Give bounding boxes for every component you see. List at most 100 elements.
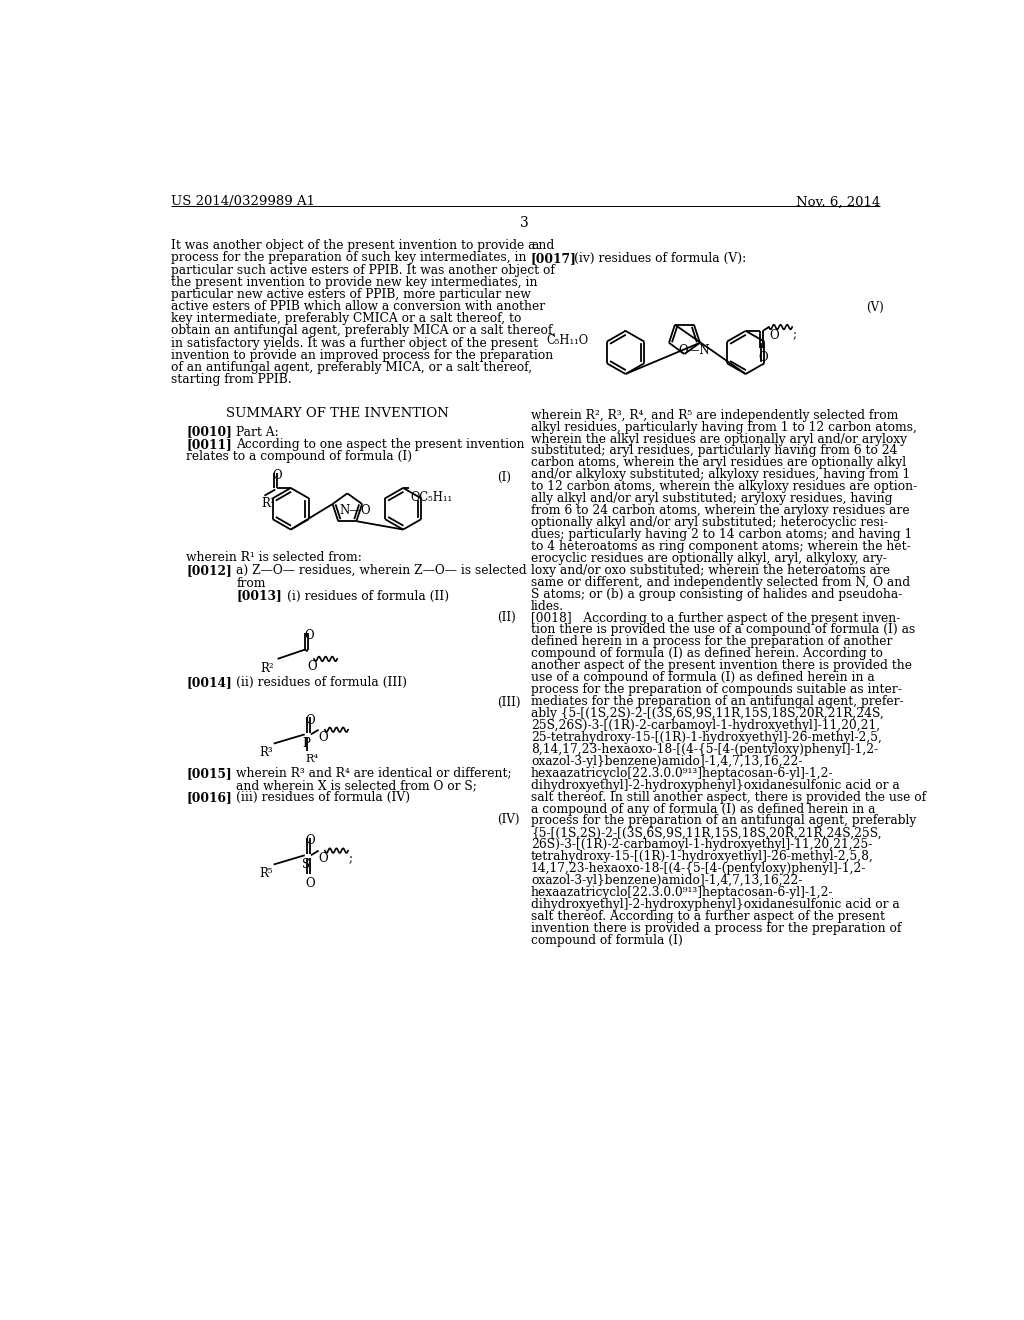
Text: wherein R¹ is selected from:: wherein R¹ is selected from: <box>186 552 362 564</box>
Text: {5-[(1S,2S)-2-[(3S,6S,9S,11R,15S,18S,20R,21R,24S,25S,: {5-[(1S,2S)-2-[(3S,6S,9S,11R,15S,18S,20R… <box>531 826 882 840</box>
Text: oxazol-3-yl}benzene)amido]-1,4,7,13,16,22-: oxazol-3-yl}benzene)amido]-1,4,7,13,16,2… <box>531 874 803 887</box>
Text: tetrahydroxy-15-[(1R)-1-hydroxyethyl]-26-methyl-2,5,8,: tetrahydroxy-15-[(1R)-1-hydroxyethyl]-26… <box>531 850 873 863</box>
Text: O: O <box>305 876 315 890</box>
Text: carbon atoms, wherein the aryl residues are optionally alkyl: carbon atoms, wherein the aryl residues … <box>531 457 906 470</box>
Text: process for the preparation of an antifungal agent, preferably: process for the preparation of an antifu… <box>531 814 916 828</box>
Text: salt thereof. According to a further aspect of the present: salt thereof. According to a further asp… <box>531 909 885 923</box>
Text: According to one aspect the present invention: According to one aspect the present inve… <box>237 438 525 451</box>
Text: erocyclic residues are optionally alkyl, aryl, alkyloxy, ary-: erocyclic residues are optionally alkyl,… <box>531 552 887 565</box>
Text: Nov. 6, 2014: Nov. 6, 2014 <box>796 195 880 209</box>
Text: OC₅H₁₁: OC₅H₁₁ <box>410 491 453 504</box>
Text: R¹: R¹ <box>261 498 274 511</box>
Text: obtain an antifungal agent, preferably MICA or a salt thereof,: obtain an antifungal agent, preferably M… <box>171 325 555 338</box>
Text: dues; particularly having 2 to 14 carbon atoms; and having 1: dues; particularly having 2 to 14 carbon… <box>531 528 912 541</box>
Text: starting from PPIB.: starting from PPIB. <box>171 374 291 385</box>
Text: relates to a compound of formula (I): relates to a compound of formula (I) <box>186 450 413 463</box>
Text: R²: R² <box>260 663 274 675</box>
Text: [0012]: [0012] <box>186 564 231 577</box>
Text: and: and <box>531 239 554 252</box>
Text: [0010]: [0010] <box>186 425 232 438</box>
Text: wherein the alkyl residues are optionally aryl and/or aryloxy: wherein the alkyl residues are optionall… <box>531 433 907 446</box>
Text: O: O <box>305 834 315 847</box>
Text: a) Z—O— residues, wherein Z—O— is selected: a) Z—O— residues, wherein Z—O— is select… <box>237 564 527 577</box>
Text: Part A:: Part A: <box>237 425 280 438</box>
Text: SUMMARY OF THE INVENTION: SUMMARY OF THE INVENTION <box>226 407 449 420</box>
Text: O: O <box>307 660 316 673</box>
Text: defined herein in a process for the preparation of another: defined herein in a process for the prep… <box>531 635 892 648</box>
Text: ally alkyl and/or aryl substituted; aryloxy residues, having: ally alkyl and/or aryl substituted; aryl… <box>531 492 893 506</box>
Text: and/or alkyloxy substituted; alkyloxy residues, having from 1: and/or alkyloxy substituted; alkyloxy re… <box>531 469 910 482</box>
Text: wherein R², R³, R⁴, and R⁵ are independently selected from: wherein R², R³, R⁴, and R⁵ are independe… <box>531 409 898 421</box>
Text: wherein R³ and R⁴ are identical or different;: wherein R³ and R⁴ are identical or diffe… <box>237 767 512 780</box>
Text: US 2014/0329989 A1: US 2014/0329989 A1 <box>171 195 314 209</box>
Text: ;: ; <box>349 853 353 865</box>
Text: O: O <box>305 714 315 726</box>
Text: [0011]: [0011] <box>186 438 231 451</box>
Text: R³: R³ <box>260 746 273 759</box>
Text: hexaazatricyclo[22.3.0.0⁹¹³]heptacosan-6-yl]-1,2-: hexaazatricyclo[22.3.0.0⁹¹³]heptacosan-6… <box>531 886 834 899</box>
Text: optionally alkyl and/or aryl substituted; heterocyclic resi-: optionally alkyl and/or aryl substituted… <box>531 516 888 529</box>
Text: ably {5-[(1S,2S)-2-[(3S,6S,9S,11R,15S,18S,20R,21R,24S,: ably {5-[(1S,2S)-2-[(3S,6S,9S,11R,15S,18… <box>531 708 884 719</box>
Text: (ii) residues of formula (III): (ii) residues of formula (III) <box>237 676 408 689</box>
Text: [0014]: [0014] <box>186 676 231 689</box>
Text: [0018]   According to a further aspect of the present inven-: [0018] According to a further aspect of … <box>531 611 900 624</box>
Text: particular such active esters of PPIB. It was another object of: particular such active esters of PPIB. I… <box>171 264 555 277</box>
Text: [0015]: [0015] <box>186 767 231 780</box>
Text: S atoms; or (b) a group consisting of halides and pseudoha-: S atoms; or (b) a group consisting of ha… <box>531 587 902 601</box>
Text: [0013]: [0013] <box>237 590 283 603</box>
Text: of an antifungal agent, preferably MICA, or a salt thereof,: of an antifungal agent, preferably MICA,… <box>171 360 531 374</box>
Text: S: S <box>302 858 310 871</box>
Text: to 12 carbon atoms, wherein the alkyloxy residues are option-: to 12 carbon atoms, wherein the alkyloxy… <box>531 480 918 494</box>
Text: compound of formula (I): compound of formula (I) <box>531 933 683 946</box>
Text: R⁴: R⁴ <box>305 755 318 764</box>
Text: to 4 heteroatoms as ring component atoms; wherein the het-: to 4 heteroatoms as ring component atoms… <box>531 540 910 553</box>
Text: key intermediate, preferably CMICA or a salt thereof, to: key intermediate, preferably CMICA or a … <box>171 313 521 325</box>
Text: 26S)-3-[(1R)-2-carbamoyl-1-hydroxyethyl]-11,20,21,25-: 26S)-3-[(1R)-2-carbamoyl-1-hydroxyethyl]… <box>531 838 872 851</box>
Text: oxazol-3-yl}benzene)amido]-1,4,7,13,16,22-: oxazol-3-yl}benzene)amido]-1,4,7,13,16,2… <box>531 755 803 768</box>
Text: a compound of any of formula (I) as defined herein in a: a compound of any of formula (I) as defi… <box>531 803 876 816</box>
Text: (iii) residues of formula (IV): (iii) residues of formula (IV) <box>237 792 411 804</box>
Text: O: O <box>318 731 329 744</box>
Text: O: O <box>769 329 778 342</box>
Text: salt thereof. In still another aspect, there is provided the use of: salt thereof. In still another aspect, t… <box>531 791 926 804</box>
Text: (III): (III) <box>497 696 520 709</box>
Text: O: O <box>318 853 329 865</box>
Text: and wherein X is selected from O or S;: and wherein X is selected from O or S; <box>237 779 477 792</box>
Text: N—O: N—O <box>340 504 372 517</box>
Text: 25S,26S)-3-[(1R)-2-carbamoyl-1-hydroxyethyl]-11,20,21,: 25S,26S)-3-[(1R)-2-carbamoyl-1-hydroxyet… <box>531 719 880 733</box>
Text: (iv) residues of formula (V):: (iv) residues of formula (V): <box>573 252 745 265</box>
Text: mediates for the preparation of an antifungal agent, prefer-: mediates for the preparation of an antif… <box>531 696 903 708</box>
Text: 14,17,23-hexaoxo-18-[(4-{5-[4-(pentyloxy)phenyl]-1,2-: 14,17,23-hexaoxo-18-[(4-{5-[4-(pentyloxy… <box>531 862 866 875</box>
Text: alkyl residues, particularly having from 1 to 12 carbon atoms,: alkyl residues, particularly having from… <box>531 421 916 433</box>
Text: process for the preparation of such key intermediates, in: process for the preparation of such key … <box>171 251 526 264</box>
Text: O: O <box>304 628 313 642</box>
Text: C₅H₁₁O: C₅H₁₁O <box>546 334 589 347</box>
Text: dihydroxyethyl]-2-hydroxyphenyl}oxidanesulfonic acid or a: dihydroxyethyl]-2-hydroxyphenyl}oxidanes… <box>531 898 900 911</box>
Text: 25-tetrahydroxy-15-[(1R)-1-hydroxyethyl]-26-methyl-2,5,: 25-tetrahydroxy-15-[(1R)-1-hydroxyethyl]… <box>531 731 882 744</box>
Text: (i) residues of formula (II): (i) residues of formula (II) <box>287 590 449 603</box>
Text: loxy and/or oxo substituted; wherein the heteroatoms are: loxy and/or oxo substituted; wherein the… <box>531 564 890 577</box>
Text: 3: 3 <box>520 216 529 230</box>
Text: (II): (II) <box>497 611 516 624</box>
Text: process for the preparation of compounds suitable as inter-: process for the preparation of compounds… <box>531 684 902 696</box>
Text: lides.: lides. <box>531 599 564 612</box>
Text: tion there is provided the use of a compound of formula (I) as: tion there is provided the use of a comp… <box>531 623 915 636</box>
Text: [0017]: [0017] <box>531 252 577 265</box>
Text: 8,14,17,23-hexaoxo-18-[(4-{5-[4-(pentyloxy)phenyl]-1,2-: 8,14,17,23-hexaoxo-18-[(4-{5-[4-(pentylo… <box>531 743 879 756</box>
Text: from 6 to 24 carbon atoms, wherein the aryloxy residues are: from 6 to 24 carbon atoms, wherein the a… <box>531 504 909 517</box>
Text: dihydroxyethyl]-2-hydroxyphenyl}oxidanesulfonic acid or a: dihydroxyethyl]-2-hydroxyphenyl}oxidanes… <box>531 779 900 792</box>
Text: It was another object of the present invention to provide a: It was another object of the present inv… <box>171 239 536 252</box>
Text: [0016]: [0016] <box>186 792 231 804</box>
Text: substituted; aryl residues, particularly having from 6 to 24: substituted; aryl residues, particularly… <box>531 445 897 458</box>
Text: invention to provide an improved process for the preparation: invention to provide an improved process… <box>171 348 553 362</box>
Text: O—N: O—N <box>678 345 710 356</box>
Text: ;: ; <box>793 329 797 342</box>
Text: (IV): (IV) <box>497 813 519 826</box>
Text: R⁵: R⁵ <box>260 867 273 880</box>
Text: (V): (V) <box>866 301 884 314</box>
Text: same or different, and independently selected from N, O and: same or different, and independently sel… <box>531 576 910 589</box>
Text: from: from <box>237 577 266 590</box>
Text: P: P <box>302 738 310 751</box>
Text: (I): (I) <box>497 471 511 484</box>
Text: invention there is provided a process for the preparation of: invention there is provided a process fo… <box>531 921 901 935</box>
